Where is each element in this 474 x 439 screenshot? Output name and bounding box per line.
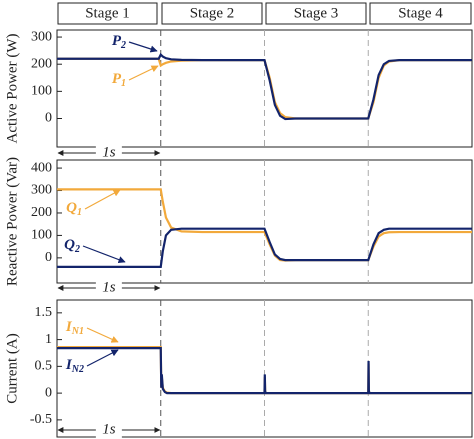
- label-arrow: [86, 327, 119, 343]
- y-tick-label: 300: [31, 29, 52, 44]
- y-tick-label: 0: [45, 385, 52, 400]
- y-axis-label: Reactive Power (Var): [4, 157, 20, 286]
- y-tick-label: 100: [31, 84, 52, 99]
- stage-label: Stage 1: [85, 5, 130, 21]
- series-name: P: [112, 71, 122, 87]
- label-arrow: [86, 349, 119, 367]
- series-label: P1: [112, 71, 126, 89]
- label-arrow: [82, 245, 126, 264]
- stage-box: [161, 2, 263, 25]
- y-tick-label: 300: [31, 183, 52, 198]
- series-subscript: N2: [71, 364, 84, 375]
- series-name: P: [112, 33, 122, 49]
- span-label-bg: [95, 145, 122, 161]
- span-label: 1s: [102, 144, 116, 160]
- y-tick-label: 100: [31, 228, 52, 243]
- stage-box: [57, 2, 158, 25]
- y-tick-label: 1: [45, 332, 52, 347]
- stage-label: Stage 2: [190, 5, 235, 21]
- series-line: [57, 57, 472, 120]
- span-label: 1s: [102, 279, 116, 295]
- series-subscript: 2: [74, 244, 80, 255]
- y-tick-label: -0.5: [30, 412, 52, 427]
- y-axis-label: Current (A): [4, 333, 20, 403]
- y-tick-label: 0: [45, 111, 52, 126]
- stage-box: [265, 2, 367, 25]
- series-label: IN1: [65, 319, 84, 337]
- stage-box: [369, 2, 472, 25]
- stage-label: Stage 4: [398, 5, 443, 21]
- y-tick-label: 200: [31, 56, 52, 71]
- series-name: Q: [66, 200, 77, 216]
- y-tick-label: 200: [31, 205, 52, 220]
- y-tick-label: 1.5: [35, 305, 53, 320]
- span-label-bg: [95, 280, 122, 296]
- y-tick-label: 400: [31, 160, 52, 175]
- series-subscript: 1: [77, 207, 82, 218]
- series-label: Q1: [66, 200, 82, 218]
- stage-label: Stage 3: [294, 5, 339, 21]
- series-line: [57, 227, 472, 268]
- y-tick-label: 0: [45, 250, 52, 265]
- label-arrow: [128, 41, 158, 53]
- series-label: IN2: [65, 357, 84, 375]
- series-name: I: [65, 357, 73, 373]
- series-line: [57, 347, 472, 395]
- series-line: [57, 52, 472, 121]
- series-label: P2: [112, 33, 126, 51]
- series-subscript: 2: [120, 40, 126, 51]
- y-tick-label: 0.5: [35, 359, 53, 374]
- label-arrow: [84, 189, 121, 210]
- label-arrow: [128, 65, 159, 81]
- span-label: 1s: [102, 421, 116, 437]
- y-axis-label: Active Power (W): [4, 34, 20, 144]
- span-label-bg: [95, 422, 122, 438]
- series-subscript: N1: [71, 326, 84, 337]
- series-name: Q: [64, 237, 75, 253]
- series-name: I: [65, 319, 73, 335]
- series-subscript: 1: [121, 78, 126, 89]
- series-label: Q2: [64, 237, 80, 255]
